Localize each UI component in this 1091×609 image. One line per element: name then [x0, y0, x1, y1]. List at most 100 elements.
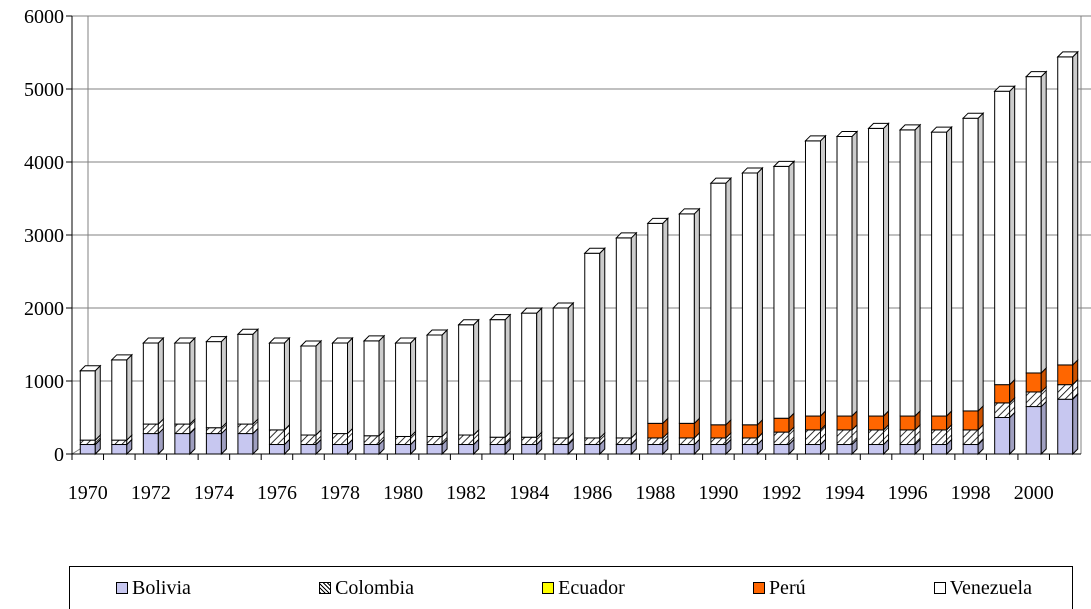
bar-segment-per: [678, 422, 695, 439]
bar-top: [709, 177, 733, 184]
bar-top: [804, 135, 827, 142]
bar-top: [552, 302, 575, 309]
bar-segment-venezuela: [174, 342, 191, 425]
bar-segment-bolivia: [962, 444, 979, 455]
bar-segment-venezuela: [142, 342, 159, 425]
bar-segment-bolivia: [647, 444, 664, 455]
bar-segment-venezuela: [79, 370, 96, 441]
bar-side: [883, 122, 890, 418]
bar-segment-bolivia: [1057, 398, 1074, 455]
bar-top: [520, 307, 543, 314]
bar-segment-colombia: [268, 429, 285, 446]
bar-segment-bolivia: [899, 444, 916, 455]
bar-segment-venezuela: [268, 342, 285, 431]
bar-segment-venezuela: [1025, 76, 1042, 374]
bar-segment-colombia: [142, 423, 159, 435]
bar-segment-venezuela: [395, 342, 412, 437]
bar-side: [126, 353, 133, 442]
bar-segment-colombia: [205, 427, 222, 435]
bar-segment-bolivia: [458, 444, 475, 455]
bar-segment-venezuela: [237, 333, 254, 425]
bar-segment-colombia: [962, 429, 979, 446]
bar-segment-colombia: [395, 435, 412, 446]
bar-segment-colombia: [741, 437, 758, 446]
bar-side: [788, 160, 795, 420]
bar-segment-bolivia: [804, 444, 821, 455]
bar-segment-bolivia: [836, 444, 853, 455]
x-tick-label: 1978: [320, 482, 360, 504]
bar-segment-bolivia: [773, 444, 790, 455]
bar-top: [678, 208, 701, 215]
bar-side: [1040, 70, 1047, 375]
bar-side: [220, 335, 227, 429]
bar-top: [583, 247, 606, 254]
bar-segment-venezuela: [489, 319, 506, 438]
bar-segment-colombia: [489, 436, 506, 446]
bar-segment-colombia: [363, 435, 380, 446]
bar-segment-colombia: [174, 423, 191, 435]
bar-segment-venezuela: [899, 129, 916, 417]
bar-segment-venezuela: [521, 312, 538, 438]
x-tick-label: 1988: [635, 482, 675, 504]
x-tick-label: 1982: [446, 482, 486, 504]
bar-side: [914, 123, 921, 418]
bar-segment-per: [804, 415, 821, 431]
bar-segment-venezuela: [994, 90, 1011, 386]
bar-segment-colombia: [237, 423, 254, 435]
legend-item: Bolivia: [116, 577, 191, 600]
bar-top: [930, 126, 953, 133]
bar-segment-per: [868, 415, 885, 431]
bar-top: [268, 337, 291, 344]
x-tick-label: 1986: [572, 482, 612, 504]
bar-segment-venezuela: [205, 341, 222, 429]
bar-segment-colombia: [300, 434, 317, 446]
x-tick-label: 1990: [698, 482, 738, 504]
bar-segment-colombia: [868, 429, 885, 446]
bar-side: [504, 313, 511, 439]
bar-top: [993, 85, 1016, 92]
bar-segment-per: [647, 422, 664, 439]
bar-top: [457, 319, 480, 326]
bar-segment-bolivia: [584, 444, 601, 455]
bar-side: [662, 217, 669, 425]
bar-segment-bolivia: [79, 444, 96, 455]
bar-segment-bolivia: [868, 444, 885, 455]
bar-segment-bolivia: [741, 444, 758, 455]
legend: Bolivia Colombia Ecuador Perú Venezuela: [69, 566, 1073, 609]
bar-segment-bolivia: [615, 444, 632, 455]
bar-side: [347, 336, 354, 435]
bar-segment-venezuela: [615, 237, 632, 439]
bar-segment-per: [899, 415, 916, 431]
bar-segment-colombia: [79, 439, 96, 446]
bar-segment-colombia: [804, 429, 821, 446]
bar-top: [236, 328, 260, 335]
bar-side: [725, 176, 732, 427]
bar-side: [567, 301, 574, 440]
bar-segment-bolivia: [931, 444, 948, 455]
bar-segment-colombia: [994, 402, 1011, 418]
bar-segment-colombia: [931, 429, 948, 446]
y-tick-label: 6000: [24, 6, 64, 28]
bar-side: [252, 328, 259, 426]
x-tick-label: 1970: [68, 482, 108, 504]
bar-segment-colombia: [1057, 384, 1074, 400]
bar-segment-per: [1025, 372, 1042, 393]
bar-segment-venezuela: [332, 342, 349, 435]
bar-side: [536, 306, 543, 439]
bar-side: [977, 111, 984, 413]
bar-segment-bolivia: [205, 433, 222, 455]
bar-segment-venezuela: [962, 117, 979, 412]
x-tick-label: 1998: [951, 482, 991, 504]
bar-segment-per: [741, 424, 758, 439]
bar-segment-colombia: [899, 429, 916, 446]
bar-side: [1040, 400, 1047, 456]
bar-side: [819, 134, 826, 418]
bar-segment-venezuela: [363, 340, 380, 437]
x-tick-label: 2000: [1014, 482, 1054, 504]
bar-segment-venezuela: [458, 324, 475, 436]
bar-segment-bolivia: [174, 433, 191, 455]
bar-segment-venezuela: [1057, 56, 1074, 366]
bar-side: [1072, 393, 1079, 456]
y-tick-label: 1000: [24, 371, 64, 393]
bar-top: [741, 167, 764, 174]
